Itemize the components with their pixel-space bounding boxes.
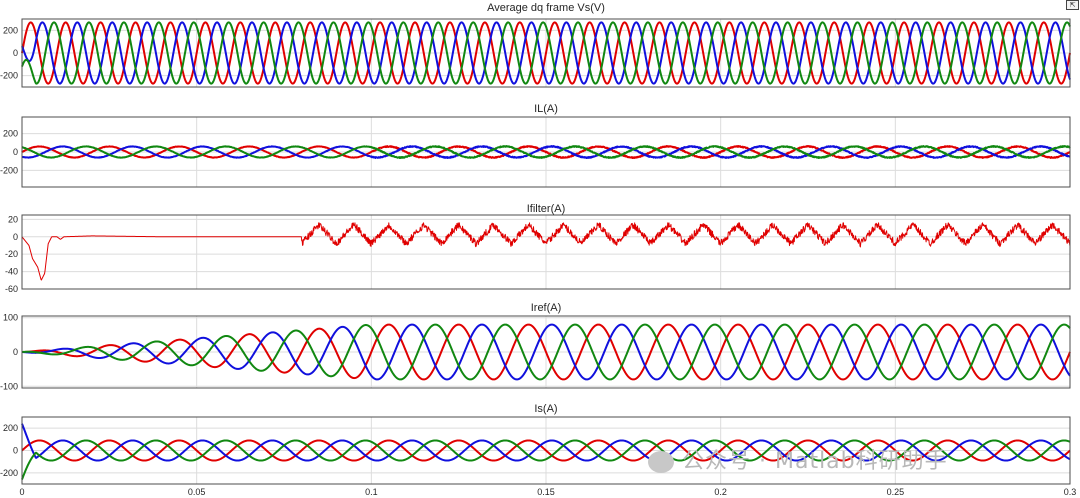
y-tick-label: 200 <box>3 423 18 433</box>
series-line <box>21 21 1071 85</box>
series-line <box>21 439 1071 480</box>
y-tick-label: -200 <box>0 468 18 478</box>
expand-axes-icon[interactable]: ⇱ <box>1066 0 1079 10</box>
axes-4: 100 0 -100 Iref(A) <box>0 302 1071 391</box>
axes-2: 200 0 -200 IL(A) <box>0 103 1071 188</box>
series-line <box>21 21 1071 85</box>
axes-box <box>21 315 1071 389</box>
x-tick-label: 0.05 <box>188 487 206 497</box>
axes-box <box>21 416 1071 485</box>
y-tick-label: 200 <box>3 25 18 35</box>
series-line <box>21 222 1071 281</box>
y-tick-label: -40 <box>5 267 18 277</box>
axes-1: 200 0 -200 Average dq frame Vs(V) <box>0 2 1071 88</box>
axes-box <box>21 116 1071 188</box>
axes-box <box>21 18 1071 88</box>
x-tick-label: 0.15 <box>537 487 555 497</box>
y-tick-label: 0 <box>13 347 18 357</box>
y-tick-label: -100 <box>0 381 18 391</box>
y-tick-label: 0 <box>13 446 18 456</box>
series-line <box>21 323 1071 381</box>
x-tick-label: 0 <box>19 487 24 497</box>
y-tick-label: -20 <box>5 249 18 259</box>
y-tick-label: -200 <box>0 71 18 81</box>
axes-box <box>21 214 1071 290</box>
y-tick-label: 20 <box>8 214 18 224</box>
wechat-logo-icon <box>648 451 674 473</box>
series-line <box>21 423 1071 462</box>
y-tick-label: 100 <box>3 313 18 323</box>
axes-title: Iref(A) <box>531 302 562 314</box>
y-tick-label: -60 <box>5 284 18 294</box>
series-line <box>21 21 1071 85</box>
y-tick-label: 0 <box>13 232 18 242</box>
axes-title: Average dq frame Vs(V) <box>487 2 605 14</box>
series-line <box>21 145 1071 159</box>
x-tick-label: 0.2 <box>714 487 727 497</box>
y-tick-label: 0 <box>13 48 18 58</box>
watermark: 公众号 · Matlab科研助手 <box>648 443 948 475</box>
axes-title: IL(A) <box>534 103 558 115</box>
axes-title: Ifilter(A) <box>527 203 566 215</box>
x-tick-label: 0.1 <box>365 487 378 497</box>
series-line <box>21 145 1071 159</box>
y-tick-label: 0 <box>13 147 18 157</box>
y-tick-label: -200 <box>0 165 18 175</box>
series-line <box>21 323 1071 381</box>
x-tick-label: 0.25 <box>887 487 905 497</box>
axes-title: Is(A) <box>534 403 557 415</box>
series-line <box>21 439 1071 462</box>
watermark-text: 公众号 · Matlab科研助手 <box>682 449 948 474</box>
series-line <box>21 323 1071 381</box>
axes-3: 20 0 -20 -40 -60 Ifilter(A) <box>5 203 1071 294</box>
x-tick-label: 0.3 <box>1064 487 1077 497</box>
y-tick-label: 200 <box>3 129 18 139</box>
series-line <box>21 145 1071 159</box>
